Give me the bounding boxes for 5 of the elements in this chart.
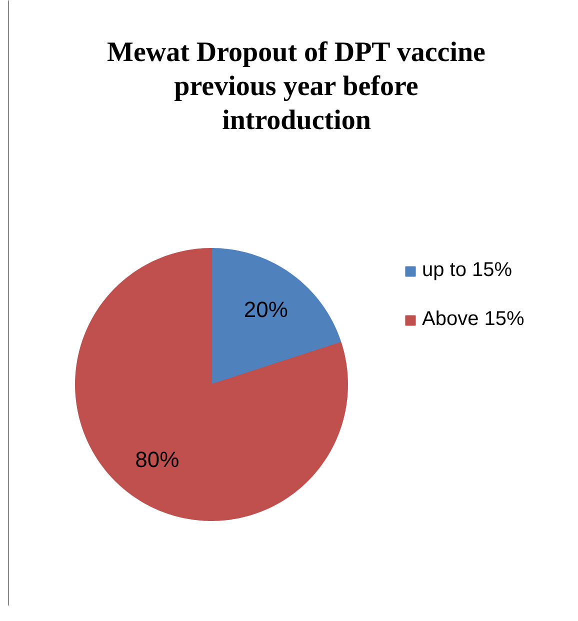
legend-label: Above 15% xyxy=(422,308,524,331)
legend-label: up to 15% xyxy=(422,259,512,282)
data-label: 80% xyxy=(135,446,180,472)
data-label: 20% xyxy=(244,297,288,322)
chart-title: Mewat Dropout of DPT vaccine previous year before introduction xyxy=(107,37,486,136)
